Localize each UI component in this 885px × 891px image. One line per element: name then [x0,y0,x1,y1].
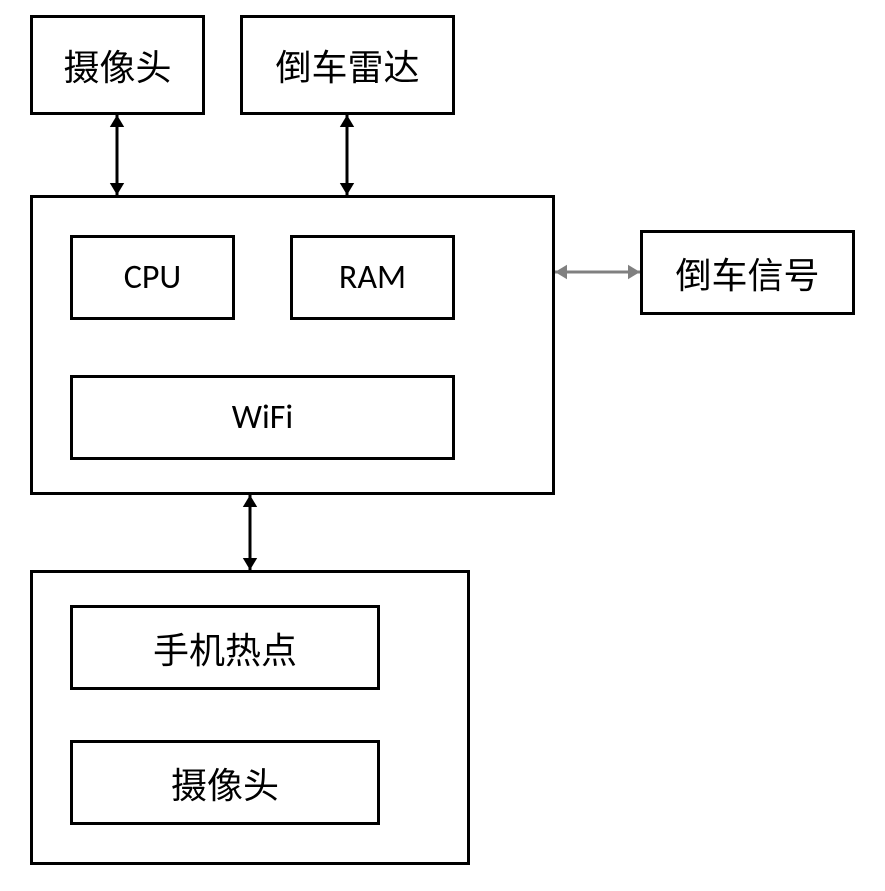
radar-box: 倒车雷达 [240,15,455,115]
camera-bottom-box: 摄像头 [70,740,380,825]
reverse-signal-box: 倒车信号 [640,230,855,315]
arrowhead-start-main-to-phone [243,495,257,507]
arrowhead-end-camera-to-main [110,183,124,195]
camera-top-box: 摄像头 [30,15,205,115]
camera-top-label: 摄像头 [63,39,171,91]
cpu-box: CPU [70,235,235,320]
arrowhead-end-main-to-signal [628,265,640,279]
hotspot-box: 手机热点 [70,605,380,690]
cpu-label: CPU [124,257,182,298]
arrowhead-start-main-to-signal [555,265,567,279]
wifi-label: WiFi [232,397,293,438]
arrowhead-start-camera-to-main [110,115,124,127]
radar-label: 倒车雷达 [275,39,419,91]
camera-bottom-label: 摄像头 [171,757,279,809]
arrowhead-start-radar-to-main [340,115,354,127]
arrowhead-end-main-to-phone [243,558,257,570]
ram-box: RAM [290,235,455,320]
ram-label: RAM [339,257,406,298]
hotspot-label: 手机热点 [153,622,297,674]
arrowhead-end-radar-to-main [340,183,354,195]
reverse-signal-label: 倒车信号 [675,247,819,299]
wifi-box: WiFi [70,375,455,460]
